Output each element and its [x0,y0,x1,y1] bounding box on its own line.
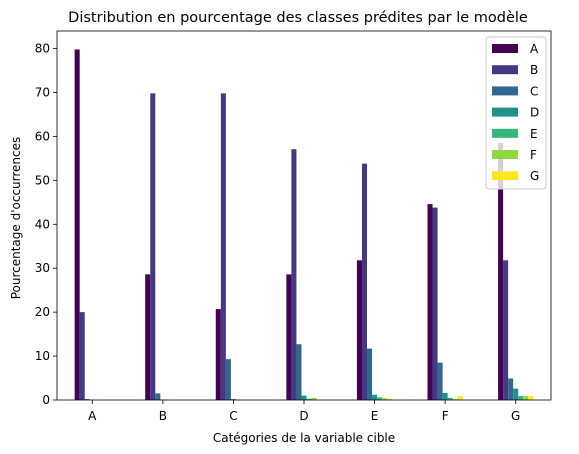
bar-G-E [387,398,393,400]
bar-D-E [372,394,378,400]
bar-D-F [442,392,448,400]
y-tick-label: 20 [35,305,50,319]
legend-swatch-C [492,86,518,96]
bar-C-B [155,393,161,400]
y-tick-label: 50 [35,173,50,187]
legend-swatch-D [492,107,518,117]
bar-A-A [74,49,80,400]
legend-swatch-F [492,150,518,159]
bar-A-G [498,143,504,400]
bar-A-E [356,260,362,400]
y-tick-label: 0 [42,393,50,407]
bar-A-D [286,274,292,400]
bar-D-D [301,395,307,400]
bar-C-C [225,359,231,400]
legend-label-G: G [530,169,539,183]
bar-F-E [382,398,388,400]
bar-D-G [513,388,519,400]
x-tick-label: D [299,409,308,423]
legend-label-C: C [530,84,538,98]
chart-title: Distribution en pourcentage des classes … [68,10,528,26]
bar-B-A [79,312,85,400]
bar-C-F [437,362,443,400]
bar-E-G [518,396,524,400]
bar-E-D [306,398,312,400]
y-tick-label: 30 [35,261,50,275]
bar-C-E [367,348,373,400]
bar-G-F [457,396,463,400]
legend-swatch-E [492,128,518,138]
bar-F-F [452,399,458,400]
legend-label-B: B [530,63,538,77]
legend-swatch-B [492,65,518,75]
bar-B-B [150,93,156,400]
bar-F-G [523,396,529,400]
x-tick-label: B [159,409,167,423]
x-tick-label: G [511,409,520,423]
bar-B-E [361,163,368,400]
legend-swatch-A [492,44,518,53]
x-tick-label: F [442,409,449,423]
y-tick-label: 10 [35,349,50,363]
bar-F-D [311,397,317,400]
bar-C-A [84,399,90,400]
y-tick-label: 80 [35,42,50,56]
bar-A-C [215,309,221,400]
bar-E-F [447,397,453,400]
y-tick-label: 60 [35,129,50,143]
legend-label-A: A [530,42,539,56]
bar-G-G [528,396,534,400]
y-tick-label: 70 [35,86,50,100]
legend-swatch-G [492,171,518,181]
bar-B-F [432,207,438,400]
x-tick-label: E [371,409,379,423]
bar-B-C [220,93,226,400]
bar-D-C [230,399,236,400]
bar-A-B [145,274,151,400]
x-axis-label: Catégories de la variable cible [213,431,395,445]
bar-E-E [377,397,383,400]
legend-label-D: D [530,106,539,120]
axes-frame [56,30,552,401]
y-tick-label: 40 [35,217,50,231]
y-axis-label: Pourcentage d'occurrences [9,137,23,300]
bar-C-G [508,378,514,400]
bar-B-G [503,260,509,400]
x-tick-label: C [229,409,237,423]
x-tick-label: A [88,409,97,423]
legend-label-F: F [530,148,537,162]
bar-A-F [427,204,433,400]
legend-label-E: E [530,127,538,141]
bar-C-D [296,344,302,400]
bar-B-D [291,149,297,400]
